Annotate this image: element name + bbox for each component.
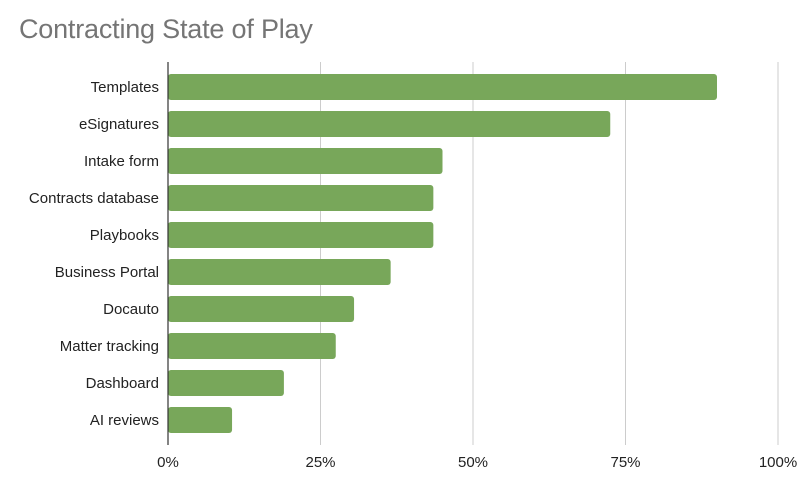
bar-docauto bbox=[168, 296, 355, 322]
x-tick-labels: 0% 25% 50% 75% 100% bbox=[157, 454, 797, 471]
category-label-matter-tracking: Matter tracking bbox=[60, 338, 159, 355]
x-tick-label-3: 75% bbox=[610, 454, 640, 471]
category-label-esignatures: eSignatures bbox=[79, 116, 159, 133]
category-labels: Templates eSignatures Intake form Contracts… bbox=[29, 79, 159, 429]
category-label-ai-reviews: AI reviews bbox=[90, 412, 159, 429]
chart-title: Contracting State of Play bbox=[19, 14, 313, 44]
x-tick-label-0: 0% bbox=[157, 454, 179, 471]
category-label-contracts-database: Contracts database bbox=[29, 190, 159, 207]
category-label-docauto: Docauto bbox=[103, 301, 159, 318]
bar-business-portal bbox=[168, 259, 391, 285]
bar-intake-form bbox=[168, 148, 443, 174]
bar-playbooks bbox=[168, 222, 434, 248]
category-label-templates: Templates bbox=[91, 79, 159, 96]
category-label-intake-form: Intake form bbox=[84, 153, 159, 170]
bar-matter-tracking bbox=[168, 333, 336, 359]
category-label-business-portal: Business Portal bbox=[55, 264, 159, 281]
bar-ai-reviews bbox=[168, 407, 233, 433]
x-tick-label-4: 100% bbox=[759, 454, 797, 471]
bar-templates bbox=[168, 74, 717, 100]
bar-dashboard bbox=[168, 370, 284, 396]
bars bbox=[168, 74, 717, 433]
bar-esignatures bbox=[168, 111, 611, 137]
x-tick-label-2: 50% bbox=[458, 454, 488, 471]
bar-contracts-database bbox=[168, 185, 434, 211]
category-label-dashboard: Dashboard bbox=[86, 375, 159, 392]
x-tick-label-1: 25% bbox=[305, 454, 335, 471]
category-label-playbooks: Playbooks bbox=[90, 227, 159, 244]
